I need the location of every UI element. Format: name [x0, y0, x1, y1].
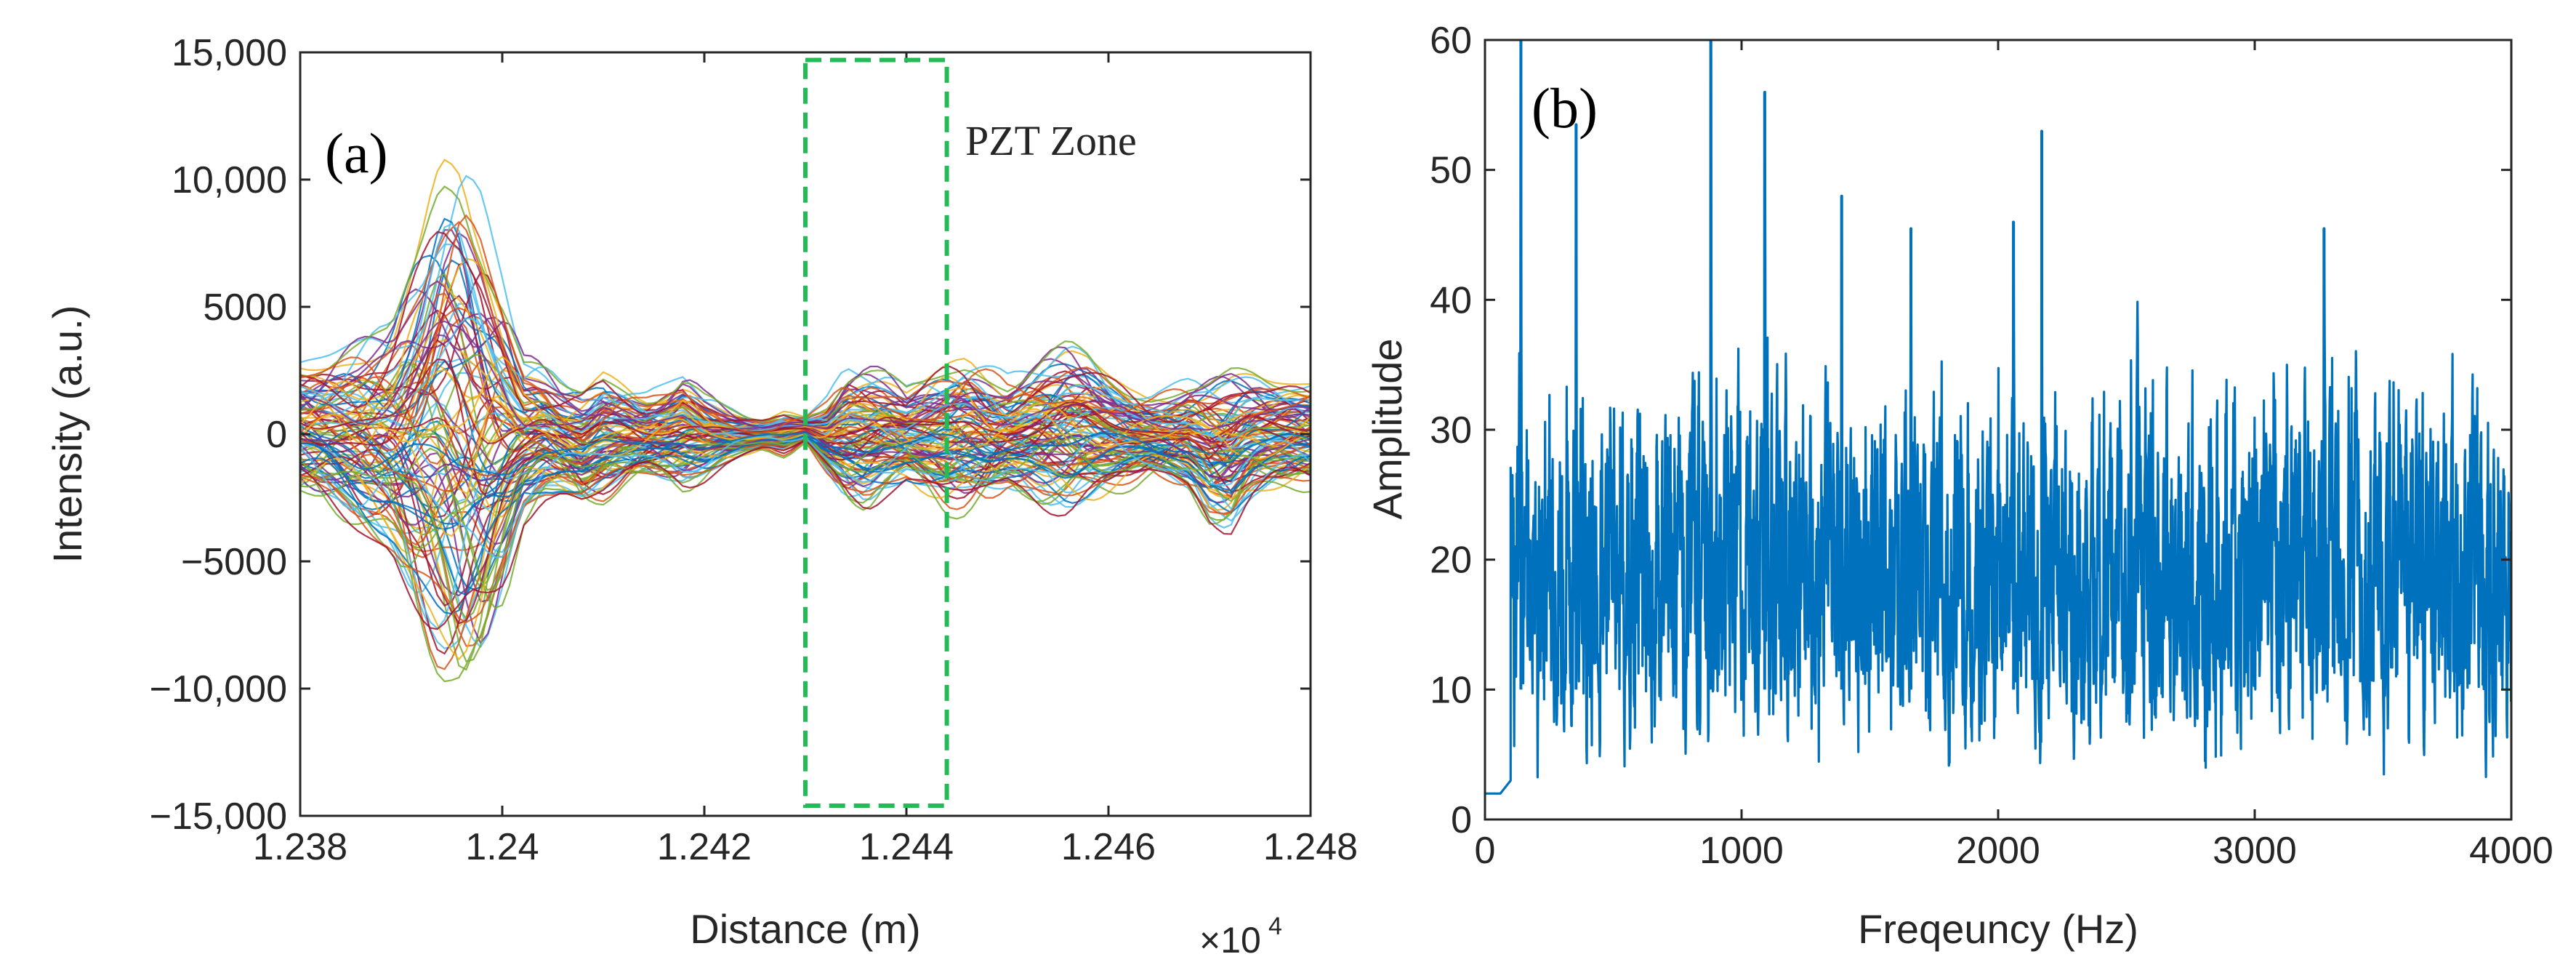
- intensity-trace: [300, 358, 1311, 444]
- panel-a-y-tick-label: 0: [266, 414, 287, 456]
- panel-b-x-tick-label: 3000: [2213, 830, 2297, 872]
- panel-a-xlabel: Distance (m): [690, 906, 920, 952]
- panel-a-y-tick-label: 15,000: [172, 32, 287, 74]
- panel-b-y-tick-label: 0: [1451, 799, 1472, 841]
- pzt-zone-label: PZT Zone: [965, 117, 1137, 164]
- panel-b-x-tick-label: 1000: [1699, 830, 1784, 872]
- panel-b-axes: 0 1000 2000 3000 4000 0 10 20 30 40 50 60: [1430, 20, 2553, 872]
- spectrum-series: [1485, 40, 2511, 795]
- panel-a-y-tick-label: 5000: [203, 286, 287, 329]
- panel-a-y-tick-label: −5000: [181, 541, 287, 583]
- panel-b-y-tick-label: 60: [1430, 20, 1472, 62]
- panel-b-y-tick-label: 30: [1430, 409, 1472, 452]
- panel-b-x-tick-label: 4000: [2469, 830, 2553, 872]
- panel-b-y-tick-label: 10: [1430, 669, 1472, 711]
- intensity-trace: [300, 356, 1311, 455]
- panel-a-x-tick-label: 1.238: [253, 826, 347, 868]
- panel-a-x-tick-label: 1.248: [1263, 826, 1358, 868]
- panel-b-xlabel: Freqeuncy (Hz): [1858, 906, 2138, 952]
- panel-a: 1.238 1.24 1.242 1.244 1.246 1.248 15,000 10,00…: [44, 32, 1358, 961]
- intensity-trace: [300, 320, 1311, 431]
- panel-a-ylabel: Intensity (a.u.): [44, 305, 90, 564]
- panel-b-ylabel: Amplitude: [1364, 338, 1410, 519]
- panel-a-y-tick-label: −10,000: [150, 668, 287, 710]
- panel-b-y-tick-label: 50: [1430, 150, 1472, 192]
- panel-a-x-tick-label: 1.24: [465, 826, 539, 868]
- intensity-trace: [300, 430, 1311, 498]
- panel-b: 0 1000 2000 3000 4000 0 10 20 30 40 50 60 (b) Freqe…: [1364, 20, 2553, 952]
- x-multiplier: ×10 4: [1199, 913, 1282, 961]
- intensity-trace: [300, 431, 1311, 476]
- panel-a-x-tick-label: 1.246: [1061, 826, 1156, 868]
- intensity-trace: [300, 339, 1311, 500]
- panel-a-y-tick-label: 10,000: [172, 159, 287, 201]
- panel-a-axes: 1.238 1.24 1.242 1.244 1.246 1.248 15,000 10,00…: [150, 32, 1358, 868]
- x-multiplier-text: ×10: [1199, 920, 1261, 961]
- panel-b-label: (b): [1531, 76, 1598, 140]
- panel-b-y-tick-label: 20: [1430, 540, 1472, 582]
- intensity-trace: [300, 280, 1311, 429]
- spectrum-line: [1485, 40, 2511, 795]
- panel-a-y-tick-label: −15,000: [150, 795, 287, 838]
- panel-b-x-tick-label: 2000: [1956, 830, 2040, 872]
- panel-a-label: (a): [325, 121, 388, 185]
- x-multiplier-exponent: 4: [1268, 913, 1282, 940]
- panel-a-x-tick-label: 1.242: [657, 826, 752, 868]
- panel-b-x-tick-label: 0: [1475, 830, 1496, 872]
- panel-b-y-tick-label: 40: [1430, 279, 1472, 321]
- panel-a-x-tick-label: 1.244: [859, 826, 954, 868]
